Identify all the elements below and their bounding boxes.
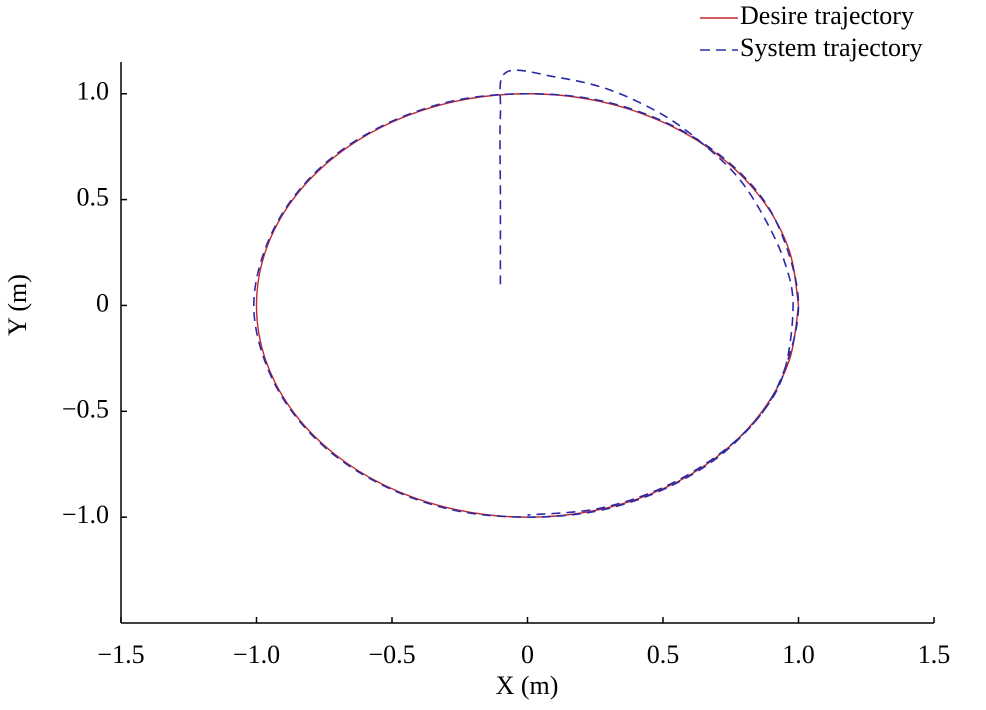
line-series	[255, 93, 800, 518]
y-tick-label: 1.0	[77, 77, 110, 106]
x-tick-label: 0.5	[647, 640, 680, 669]
line-series	[252, 69, 800, 518]
y-tick-label: 0.5	[77, 183, 110, 212]
x-axis-label: X (m)	[496, 671, 559, 700]
legend-label: System trajectory	[740, 33, 923, 62]
x-tick-label: −1.0	[233, 640, 280, 669]
y-axis-label: Y (m)	[3, 274, 32, 336]
legend-label: Desire trajectory	[740, 1, 914, 30]
x-tick-label: −0.5	[368, 640, 415, 669]
y-tick-label: 0	[96, 288, 109, 317]
x-tick-label: 1.5	[918, 640, 951, 669]
x-tick-label: −1.5	[97, 640, 144, 669]
x-tick-label: 0	[521, 640, 534, 669]
y-tick-label: −1.0	[62, 500, 109, 529]
x-tick-label: 1.0	[782, 640, 815, 669]
y-tick-label: −0.5	[62, 394, 109, 423]
